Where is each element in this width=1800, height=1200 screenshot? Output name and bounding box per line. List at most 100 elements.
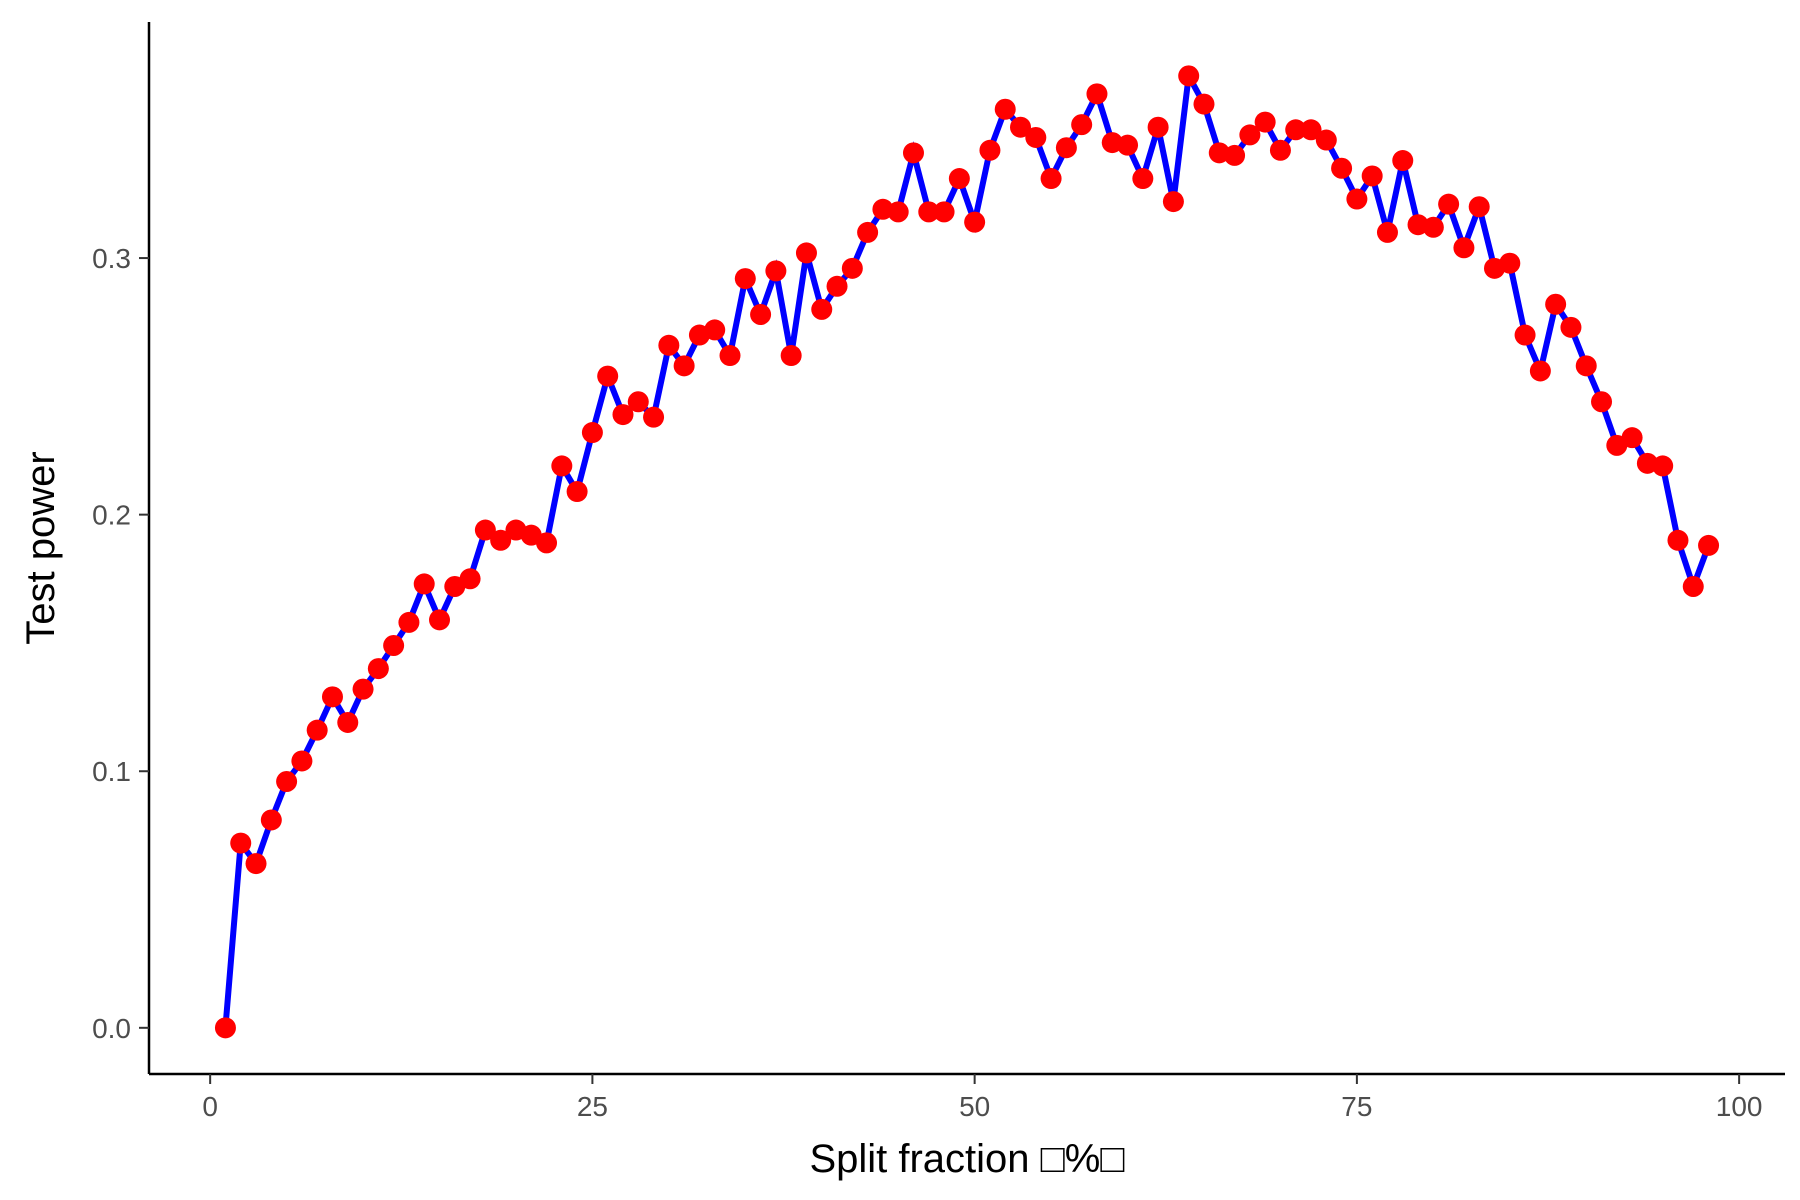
y-ticks: 0.0 0.1 0.2 0.3 (92, 243, 149, 1044)
data-point (1117, 134, 1139, 156)
data-point (1575, 355, 1597, 377)
data-point (551, 455, 573, 477)
data-point (276, 770, 298, 792)
data-point (979, 139, 1001, 161)
data-point (581, 422, 603, 444)
data-point (795, 242, 817, 264)
data-point (841, 257, 863, 279)
data-point (1682, 575, 1704, 597)
data-point (765, 260, 787, 282)
y-tick-label: 0.0 (92, 1013, 131, 1044)
data-point (704, 319, 726, 341)
data-point (1667, 529, 1689, 551)
data-point (1132, 168, 1154, 190)
data-point (1193, 93, 1215, 115)
data-point (1254, 111, 1276, 133)
data-point (1361, 165, 1383, 187)
data-point (734, 268, 756, 290)
data-point (1331, 157, 1353, 179)
data-point (750, 304, 772, 326)
data-point (780, 345, 802, 367)
y-tick-label: 0.3 (92, 243, 131, 274)
data-point (1499, 252, 1521, 274)
data-point (994, 98, 1016, 120)
data-point (1422, 216, 1444, 238)
x-ticks: 0 25 50 75 100 (202, 1074, 1762, 1122)
data-point (1346, 188, 1368, 210)
y-tick-label: 0.1 (92, 756, 131, 787)
data-point (291, 750, 313, 772)
data-point (245, 853, 267, 875)
data-point (597, 365, 619, 387)
data-point (1147, 116, 1169, 138)
data-point (1529, 360, 1551, 382)
data-point (1071, 114, 1093, 136)
data-point (1300, 119, 1322, 141)
data-point (1698, 534, 1720, 556)
data-point (1438, 193, 1460, 215)
data-point (719, 345, 741, 367)
data-point (1055, 137, 1077, 159)
data-point (1178, 65, 1200, 87)
data-point (536, 532, 558, 554)
data-point (1224, 144, 1246, 166)
data-point (673, 355, 695, 377)
x-tick-label: 100 (1716, 1091, 1763, 1122)
data-point (214, 1017, 236, 1039)
data-point (1453, 237, 1475, 259)
data-point (948, 168, 970, 190)
x-tick-label: 75 (1341, 1091, 1372, 1122)
data-point (352, 678, 374, 700)
data-point (658, 334, 680, 356)
data-point (566, 481, 588, 503)
data-point (306, 719, 328, 741)
data-point (1376, 221, 1398, 243)
data-point (918, 201, 940, 223)
data-point (1162, 191, 1184, 213)
data-point (367, 658, 389, 680)
data-point (1392, 150, 1414, 172)
x-axis-title: Split fraction □%□ (809, 1137, 1124, 1181)
data-point (1560, 316, 1582, 338)
data-point (383, 635, 405, 657)
data-point (1040, 168, 1062, 190)
y-axis-title: Test power (19, 451, 63, 644)
data-point (1086, 83, 1108, 105)
data-point (627, 391, 649, 413)
data-point (933, 201, 955, 223)
data-point (887, 201, 909, 223)
data-point (1545, 293, 1567, 315)
data-point (459, 568, 481, 590)
y-tick-label: 0.2 (92, 500, 131, 531)
data-point (230, 832, 252, 854)
x-tick-label: 50 (959, 1091, 990, 1122)
data-point (1285, 119, 1307, 141)
x-tick-label: 0 (202, 1091, 218, 1122)
data-point (1591, 391, 1613, 413)
data-point (1025, 126, 1047, 148)
data-point (490, 529, 512, 551)
data-point (321, 686, 343, 708)
data-point (1010, 116, 1032, 138)
data-point (398, 611, 420, 633)
data-point (1514, 324, 1536, 346)
data-point (413, 573, 435, 595)
data-point (902, 142, 924, 164)
data-point (474, 519, 496, 541)
data-point (1269, 139, 1291, 161)
data-point (643, 406, 665, 428)
data-point (857, 221, 879, 243)
data-point (612, 404, 634, 426)
data-point (1652, 455, 1674, 477)
x-tick-label: 25 (577, 1091, 608, 1122)
data-point (1239, 124, 1261, 146)
data-point (1468, 196, 1490, 218)
data-point (811, 298, 833, 320)
plot-area (214, 65, 1720, 1039)
data-point (826, 275, 848, 297)
data-point (1315, 129, 1337, 151)
data-point (260, 809, 282, 831)
data-point (337, 711, 359, 733)
data-point (429, 609, 451, 631)
